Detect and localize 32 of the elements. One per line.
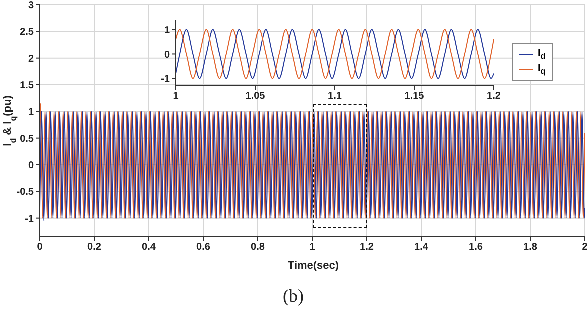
x-tick-label: 0.4 [142, 242, 156, 254]
y-tick-label: -1 [25, 214, 34, 225]
y-tick-label: 2.5 [20, 27, 34, 38]
y-tick-label: 1.5 [20, 80, 34, 92]
x-tick-label: 0 [37, 242, 44, 254]
x-tick-label: 1.6 [469, 242, 484, 254]
y-tick-label: 1 [164, 25, 170, 36]
y-tick-label: 1 [28, 107, 34, 118]
text: (b) [282, 286, 305, 307]
y-tick-label: -1 [161, 74, 170, 86]
y-tick-label: 0 [28, 160, 34, 172]
x-tick-label: 1.2 [360, 242, 374, 254]
x-tick-label: 0.2 [88, 242, 102, 254]
x-tick-label: 1.4 [414, 242, 429, 254]
x-tick-label: 1.15 [404, 91, 425, 102]
x-tick-label: 1 [310, 242, 316, 254]
x-tick-label: 1 [173, 91, 180, 102]
y-tick-label: -0.5 [16, 187, 34, 198]
x-tick-label: 0.8 [251, 242, 266, 254]
x-tick-label: 2 [582, 242, 587, 254]
legend-label: I$_{q}$ [538, 63, 546, 76]
x-tick-label: 0.6 [196, 242, 211, 254]
x-axis-title: Time(sec) [286, 260, 340, 272]
legend-label: I$_{d}$ [538, 48, 546, 61]
y-tick-label: 3 [28, 0, 34, 12]
y-tick-label: 0 [164, 50, 170, 61]
y-tick-label: 0.5 [20, 134, 34, 145]
x-tick-label: 1.8 [524, 242, 538, 254]
x-tick-label: 1.05 [246, 91, 266, 102]
line-series [176, 29, 494, 80]
x-tick-label: 1.1 [328, 91, 342, 102]
y-tick-label: 2 [28, 54, 34, 65]
